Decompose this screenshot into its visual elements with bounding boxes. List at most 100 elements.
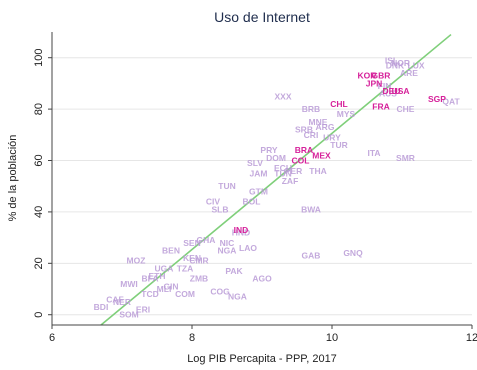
country-point: CAF: [106, 294, 123, 304]
country-point: NGA: [218, 245, 237, 255]
country-point: NOR: [391, 58, 410, 68]
highlighted-country-point: JPN: [366, 78, 383, 88]
x-tick-label: 10: [326, 332, 338, 344]
country-point: ISL: [385, 55, 398, 65]
country-point: ERI: [136, 305, 150, 315]
country-point: DOM: [266, 153, 286, 163]
x-tick-label: 6: [49, 332, 55, 344]
highlighted-country-point: MEX: [312, 150, 331, 160]
highlighted-country-point: KOR: [358, 71, 377, 81]
country-point: MLI: [157, 284, 172, 294]
highlighted-country-point: FRA: [372, 102, 389, 112]
country-point: XXX: [274, 91, 291, 101]
country-point: TUR: [330, 140, 347, 150]
country-point: ETH: [149, 271, 166, 281]
highlighted-country-point: COL: [292, 156, 310, 166]
country-point: BFA: [142, 274, 159, 284]
country-point: GNQ: [343, 248, 363, 258]
highlighted-country-point: IND: [234, 225, 249, 235]
country-point: JAM: [250, 168, 268, 178]
highlighted-country-point: USA: [392, 86, 410, 96]
country-point: LUX: [408, 60, 425, 70]
country-point: MYS: [337, 109, 356, 119]
country-point: PAK: [225, 266, 243, 276]
country-point: ZMB: [190, 274, 208, 284]
highlighted-country-point: SGP: [428, 94, 446, 104]
country-point: TCD: [141, 289, 158, 299]
country-point: CHE: [397, 104, 415, 114]
country-point: TZA: [177, 263, 194, 273]
country-point: LAO: [239, 243, 257, 253]
country-point: URY: [323, 132, 341, 142]
y-tick-label: 20: [33, 257, 45, 269]
chart-title: Uso de Internet: [214, 9, 310, 25]
x-axis: 6 8 10 12: [49, 324, 477, 344]
country-point: SRB: [295, 125, 313, 135]
country-point: ARG: [316, 122, 335, 132]
country-point: DNK: [386, 60, 405, 70]
country-point: TUN: [274, 168, 291, 178]
x-tick-label: 8: [189, 332, 195, 344]
highlighted-country-point: CHL: [330, 99, 347, 109]
highlighted-country-point: GBR: [372, 71, 391, 81]
y-tick-label: 100: [33, 49, 45, 67]
country-point: NER: [113, 297, 131, 307]
highlighted-country-point: BRA: [295, 145, 313, 155]
country-point: GTM: [249, 186, 268, 196]
country-point: PRY: [260, 145, 277, 155]
country-point: NGA: [228, 292, 247, 302]
country-point: ITA: [367, 148, 380, 158]
y-tick-label: 40: [33, 206, 45, 218]
country-point: NIC: [220, 238, 235, 248]
country-point: ARE: [400, 68, 418, 78]
fit-line-group: [100, 33, 452, 326]
y-ticks: 0 20 40 60 80 100: [33, 49, 52, 318]
y-axis: 0 20 40 60 80 100: [33, 32, 53, 325]
y-tick-label: 60: [33, 154, 45, 166]
country-point: MWI: [120, 279, 137, 289]
country-point: TUN: [218, 181, 235, 191]
x-axis-title: Log PIB Percapita - PPP, 2017: [187, 353, 337, 365]
country-point: SLV: [247, 158, 263, 168]
country-point: GAB: [302, 251, 321, 261]
country-point: UGA: [155, 263, 174, 273]
country-point: HND: [232, 227, 250, 237]
country-point: ZAF: [282, 176, 299, 186]
country-point: AUS: [379, 89, 397, 99]
country-point: SEN: [183, 238, 200, 248]
country-point: GHA: [197, 235, 216, 245]
country-point: BDI: [94, 302, 109, 312]
country-point: CMR: [189, 256, 208, 266]
highlighted-country-point: DEU: [383, 86, 401, 96]
country-point: QAT: [442, 96, 460, 106]
data-points: NORLUXDNKISLAREFINAUSQATCHEXXXBRBMYSMNES…: [94, 55, 461, 319]
country-point: COG: [210, 287, 230, 297]
country-point: AGO: [252, 274, 272, 284]
country-point: MOZ: [127, 256, 146, 266]
country-point: BWA: [301, 204, 321, 214]
country-point: SMR: [396, 153, 415, 163]
country-point: MNE: [309, 117, 328, 127]
x-tick-label: 12: [466, 332, 477, 344]
y-axis-title: % de la población: [7, 135, 19, 222]
y-tick-label: 0: [33, 312, 45, 318]
y-gridlines: [52, 57, 472, 316]
country-point: PER: [285, 166, 302, 176]
country-point: FIN: [378, 81, 392, 91]
country-point: BOL: [243, 197, 261, 207]
country-point: GIN: [163, 281, 178, 291]
country-point: KEN: [183, 253, 201, 263]
country-point: CIV: [206, 197, 221, 207]
country-point: COM: [175, 289, 195, 299]
country-point: SOM: [119, 310, 138, 320]
country-point: CRI: [304, 130, 319, 140]
x-ticks: 6 8 10 12: [49, 325, 477, 344]
y-tick-label: 80: [33, 103, 45, 115]
country-point: SLB: [212, 204, 229, 214]
country-point: BEN: [162, 245, 180, 255]
fit-line: [100, 33, 452, 326]
country-point: BRB: [302, 104, 320, 114]
country-point: THA: [309, 166, 326, 176]
